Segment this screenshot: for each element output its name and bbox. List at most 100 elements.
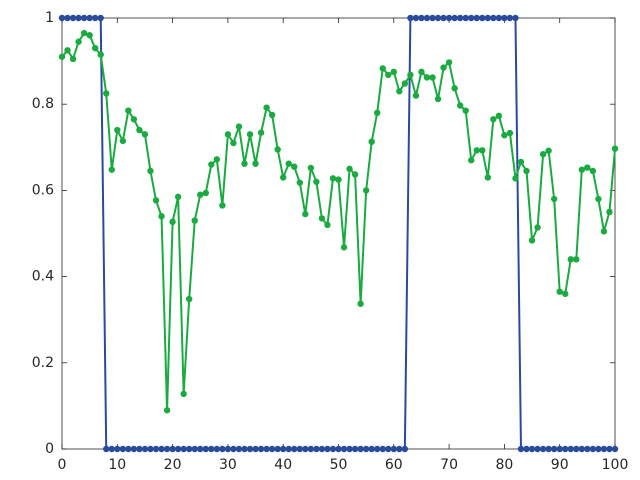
data-point [180,390,187,398]
data-point [296,445,303,453]
data-point [224,131,232,138]
data-point [611,145,619,152]
data-point [235,445,243,453]
data-point [64,14,71,22]
data-point [158,213,165,220]
data-point [329,175,337,182]
data-point [147,167,154,175]
data-point [545,147,552,154]
data-point [252,445,259,453]
data-point [523,167,530,175]
data-point [512,175,519,182]
data-point [407,71,414,79]
data-point [517,445,525,453]
y-tick-label: 0.8 [32,96,54,112]
data-point [468,157,475,164]
data-point [462,107,469,114]
x-tick-label: 100 [602,457,629,473]
data-point [479,147,486,154]
data-point [401,80,409,87]
data-point [606,445,613,453]
data-point [285,160,292,167]
data-point [163,407,171,414]
data-point [302,210,309,218]
data-point [595,195,602,203]
data-point [606,208,613,216]
data-point [136,445,143,453]
data-point [169,445,176,453]
data-point [174,193,182,201]
data-point [103,445,110,453]
data-point [324,221,331,229]
data-point [368,445,375,453]
data-point [567,445,574,453]
data-point [64,47,71,54]
data-point [390,68,397,76]
data-point [429,74,436,81]
data-point [180,445,187,453]
data-point [434,95,442,103]
data-point [357,300,364,307]
data-point [97,14,104,22]
data-point [600,445,608,453]
data-point [86,14,93,22]
data-point [202,445,209,453]
data-point [556,288,563,295]
data-point [506,129,514,137]
data-point [379,65,386,72]
data-point [528,237,536,244]
data-point [291,445,298,453]
data-point [484,14,492,22]
data-point [125,107,132,114]
data-point [562,445,569,453]
data-point [263,445,270,453]
data-point [501,132,508,139]
data-point [268,111,276,119]
data-point [307,164,315,172]
data-point [600,228,608,235]
data-point [423,74,431,81]
data-point [296,179,303,186]
data-point [495,112,503,120]
data-point [147,445,154,453]
data-point [423,14,431,22]
data-point [274,146,281,153]
data-point [534,445,541,453]
data-point [257,445,265,453]
data-point [462,14,469,22]
data-point [58,53,66,60]
data-point [141,131,149,138]
data-point [578,445,586,453]
data-point [456,14,464,22]
data-point [335,176,342,183]
x-tick-label: 10 [108,457,126,473]
data-point [280,445,287,453]
data-point [567,256,574,263]
x-tick-label: 90 [551,457,569,473]
data-point [545,445,552,453]
y-tick-label: 1 [45,10,54,26]
data-point [152,197,160,204]
data-point [490,14,497,22]
data-point [285,445,292,453]
x-tick-label: 0 [58,457,67,473]
data-point [440,14,447,22]
data-point [114,126,121,134]
data-point [539,445,547,453]
data-point [241,160,248,167]
data-point [318,215,326,222]
data-point [440,64,447,71]
data-point [556,445,563,453]
data-point [357,445,364,453]
x-tick-label: 80 [495,457,513,473]
data-point [523,445,530,453]
data-point [346,165,353,173]
data-point [197,191,204,198]
data-point [584,445,591,453]
data-point [479,14,486,22]
data-point [429,14,436,22]
data-point [213,156,221,163]
data-point [407,14,414,22]
data-point [578,166,586,173]
data-point [501,14,508,22]
